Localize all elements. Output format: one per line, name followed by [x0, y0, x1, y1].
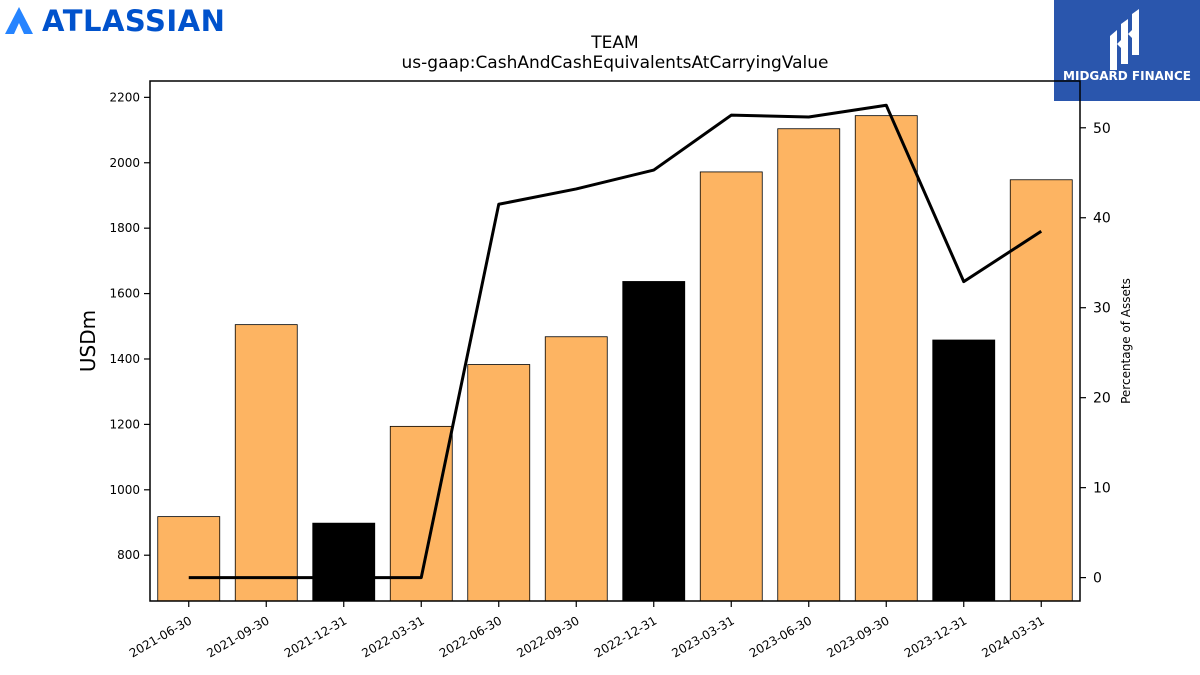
- x-tick-label: 2021-06-30: [127, 613, 194, 660]
- bar-2021-12-31: [312, 522, 376, 602]
- y-tick-label: 1800: [109, 221, 140, 235]
- y-tick-label: 2200: [109, 90, 140, 104]
- y2-tick-label: 50: [1093, 121, 1111, 137]
- y2-axis-label: Percentage of Assets: [1119, 278, 1133, 404]
- x-tick-label: 2021-09-30: [204, 613, 271, 660]
- partner-name: MIDGARD FINANCE: [1063, 69, 1191, 83]
- x-tick-label: 2023-12-31: [902, 613, 969, 660]
- y-tick-label: 1200: [109, 417, 140, 431]
- bar-2022-06-30: [467, 364, 531, 602]
- atlassian-mark-icon: [5, 7, 33, 34]
- bar-2022-12-31: [622, 281, 686, 602]
- bar-2023-12-31: [932, 339, 996, 602]
- y2-tick-label: 0: [1093, 571, 1102, 587]
- x-tick-label: 2022-06-30: [437, 613, 504, 660]
- plot-frame: [149, 80, 1081, 602]
- chart-subtitle: us-gaap:CashAndCashEquivalentsAtCarrying…: [402, 53, 829, 73]
- y-tick-label: 1600: [109, 287, 140, 301]
- x-tick-label: 2024-03-31: [979, 613, 1046, 660]
- x-axis: 2021-06-30 2021-09-30 2021-12-31 2022-03-31…: [127, 601, 1047, 660]
- y-axis-right: 0 10 20 30 40 50: [1080, 121, 1111, 587]
- midgard-mark-icon: [1110, 9, 1139, 70]
- bar-2023-03-31: [699, 171, 763, 602]
- x-tick-label: 2022-12-31: [592, 613, 659, 660]
- bar-2022-09-30: [544, 336, 608, 602]
- x-tick-label: 2021-12-31: [282, 613, 349, 660]
- y-axis-label: USDm: [76, 310, 100, 372]
- y-tick-label: 1000: [109, 483, 140, 497]
- y2-tick-label: 30: [1093, 301, 1111, 317]
- brand-name: ATLASSIAN: [42, 4, 226, 38]
- y-tick-label: 1400: [109, 352, 140, 366]
- chart-title: TEAM: [590, 33, 638, 53]
- y-tick-label: 800: [117, 548, 140, 562]
- y-tick-label: 2000: [109, 156, 140, 170]
- percentage-of-assets-line: [188, 103, 1043, 580]
- bar-2021-09-30: [234, 324, 298, 602]
- bar-2023-06-30: [777, 128, 841, 602]
- x-tick-label: 2022-03-31: [359, 613, 426, 660]
- line-group: [188, 103, 1043, 580]
- midgard-finance-logo: MIDGARD FINANCE: [1054, 0, 1200, 101]
- x-tick-label: 2023-03-31: [669, 613, 736, 660]
- y2-tick-label: 10: [1093, 481, 1111, 497]
- x-tick-label: 2023-09-30: [824, 613, 891, 660]
- y2-tick-label: 40: [1093, 211, 1111, 227]
- bar-2021-06-30: [157, 516, 221, 602]
- y2-tick-label: 20: [1093, 391, 1111, 407]
- atlassian-logo: ATLASSIAN: [4, 4, 225, 38]
- x-tick-label: 2022-09-30: [514, 613, 581, 660]
- bar-2024-03-31: [1009, 179, 1073, 602]
- bars-group: [157, 115, 1073, 602]
- x-tick-label: 2023-06-30: [747, 613, 814, 660]
- y-axis-left: 800 1000 1200 1400 1600 1800 2000 2200: [109, 90, 150, 562]
- bar-2023-09-30: [854, 115, 918, 602]
